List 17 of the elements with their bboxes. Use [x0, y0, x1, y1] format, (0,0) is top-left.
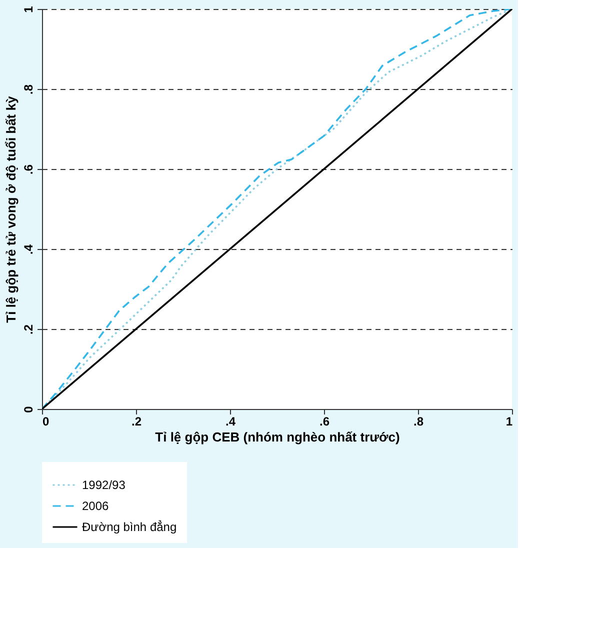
- x-tick-label: .2: [131, 414, 142, 428]
- y-tick-label: .4: [22, 244, 36, 255]
- x-tick-label: 1: [506, 414, 513, 428]
- x-tick-label: .6: [319, 414, 330, 428]
- x-tick-label: .4: [225, 414, 236, 428]
- legend-label: 2006: [82, 499, 110, 513]
- y-tick-label: .8: [22, 84, 36, 95]
- y-tick-label: 1: [22, 6, 36, 13]
- legend-label: 1992/93: [82, 478, 126, 492]
- x-tick-label: .8: [413, 414, 424, 428]
- y-tick-label: .6: [22, 164, 36, 175]
- y-axis-title: Tỉ lệ gộp trẻ tử vong ở độ tuổi bất kỳ: [4, 95, 18, 323]
- y-tick-label: .2: [22, 324, 36, 335]
- y-tick-label: 0: [22, 406, 36, 413]
- legend-label: Đường bình đẳng: [82, 520, 177, 534]
- x-tick-label: 0: [42, 414, 50, 428]
- x-axis-title: Tỉ lệ gộp CEB (nhóm nghèo nhất trước): [155, 430, 400, 444]
